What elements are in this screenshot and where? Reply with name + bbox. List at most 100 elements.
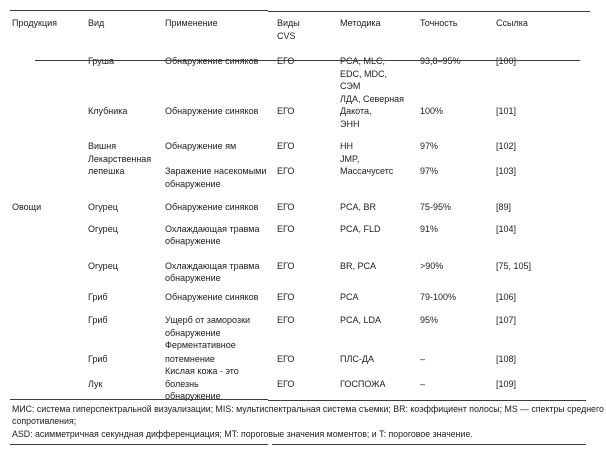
table-row: Гриб потемнение Кислая кожа - это ЕГО ПЛ… (10, 353, 590, 378)
footnote-line-3: ASD: асимметричная секундная дифференциа… (12, 428, 473, 439)
cell-ref: [103] (496, 166, 517, 176)
table-row: Лук болезнь обнаружение ЕГО ГОСПОЖА – [1… (10, 378, 590, 403)
table-row: Гриб Обнаружение синяков ЕГО PCA 79-100%… (10, 291, 590, 315)
abbreviations-footnote: МИС: система гиперспектральной визуализа… (12, 403, 604, 440)
cell-cvs: ЕГО (277, 106, 295, 116)
table-row: Овощи Огурец Обнаружение синяков ЕГО PCA… (10, 201, 590, 223)
cell-accuracy: 95% (420, 315, 439, 325)
cell-method: Массачусетс (340, 166, 394, 176)
cell-kind: Лук (88, 378, 103, 389)
cell-product (10, 260, 86, 291)
cell-product (10, 140, 86, 165)
cell-ref: [109] (496, 378, 517, 389)
cell-accuracy: 97% (420, 141, 439, 151)
cell-application: Ущерб от заморозки обнаружение Ферментат… (165, 315, 251, 350)
header-kind: Вид (88, 18, 105, 28)
header-row: Продукция Вид Применение Виды CVS Методи… (10, 14, 590, 55)
cell-kind: Груша (88, 56, 114, 66)
cell-method: BR, PCA (340, 260, 377, 271)
cell-kind: Вишня Лекарственная (88, 141, 152, 164)
cell-product: Овощи (12, 202, 42, 212)
cell-product (10, 55, 86, 105)
cell-method: PCA, LDA (340, 315, 382, 325)
cell-ref: [101] (496, 106, 517, 116)
cell-application: Обнаружение синяков (165, 56, 259, 66)
header-separator-line (35, 60, 580, 61)
table-top-border-right (268, 11, 590, 12)
footnote-top-border-right (268, 400, 586, 401)
header-application: Применение (165, 18, 218, 28)
cell-ref: [75, 105] (496, 260, 532, 271)
cell-method: Дакота, ЭНН (340, 106, 372, 129)
cell-ref: [89] (496, 202, 512, 212)
table-row: Клубника Обнаружение синяков ЕГО Дакота,… (10, 105, 590, 140)
cell-accuracy: 91% (420, 223, 439, 234)
cell-ref: [102] (496, 141, 517, 151)
cell-accuracy: – (420, 353, 426, 364)
cell-ref: [104] (496, 223, 517, 234)
cell-application: Охлаждающая травма обнаружение (165, 260, 260, 284)
cell-kind: Огурец (88, 260, 118, 271)
cell-kind: Гриб (88, 315, 108, 325)
cell-product (10, 353, 86, 378)
footnote-bottom-border-left (10, 444, 268, 445)
cell-product (10, 105, 86, 140)
cell-application: Охлаждающая травма обнаружение (165, 223, 260, 247)
cell-kind: Гриб (88, 291, 108, 302)
table-row: Гриб Ущерб от заморозки обнаружение Ферм… (10, 314, 590, 353)
header-ref: Ссылка (496, 18, 528, 28)
cell-accuracy: >90% (420, 260, 444, 271)
cell-cvs: ЕГО (277, 291, 295, 302)
cell-product (10, 223, 86, 260)
cell-cvs: ЕГО (277, 260, 295, 271)
cell-cvs: ЕГО (277, 56, 295, 66)
footnote-bottom-border-right (272, 444, 586, 445)
cell-cvs: ЕГО (277, 378, 295, 389)
cell-method: PCA, FLD (340, 223, 381, 234)
cell-kind: Гриб (88, 353, 108, 364)
cell-cvs: ЕГО (277, 315, 295, 325)
table-row: лепешка Заражение насекомыми обнаружение… (10, 165, 590, 201)
cell-application: Заражение насекомыми обнаружение (165, 166, 267, 189)
cell-application: Обнаружение ям (165, 141, 237, 151)
cell-kind: Клубника (88, 106, 128, 116)
cell-application: болезнь обнаружение (165, 378, 221, 402)
cell-accuracy: 93,8–95% (420, 56, 461, 66)
header-method: Методика (340, 18, 381, 28)
cell-method: PCA, MLC, EDC, MDC, СЭМ ЛДА, Северная (340, 56, 405, 104)
footnote-top-border-left (10, 399, 268, 400)
footnote-line-1: МИС: система гиперспектральной визуализа… (12, 404, 604, 414)
cell-cvs: ЕГО (277, 141, 295, 151)
cell-method: PCA (340, 291, 359, 302)
cell-accuracy: – (420, 378, 426, 389)
cell-accuracy: 79-100% (420, 291, 457, 302)
table-row: Груша Обнаружение синяков ЕГО PCA, MLC, … (10, 55, 590, 105)
cell-application: Обнаружение синяков (165, 106, 259, 116)
table-row: Огурец Охлаждающая травма обнаружение ЕГ… (10, 260, 590, 291)
cell-ref: [107] (496, 315, 517, 325)
cell-application: Обнаружение синяков (165, 202, 259, 212)
cell-product (10, 291, 86, 315)
table-row: Вишня Лекарственная Обнаружение ям ЕГО Н… (10, 140, 590, 165)
table-body: Груша Обнаружение синяков ЕГО PCA, MLC, … (10, 55, 590, 403)
cell-ref: [100] (496, 56, 517, 66)
cell-accuracy: 75-95% (420, 202, 452, 212)
table-top-border-left (10, 10, 268, 11)
cell-method: НН JMP, (340, 141, 360, 164)
cell-application: Обнаружение синяков (165, 291, 259, 302)
cell-ref: [106] (496, 291, 517, 302)
cell-cvs: ЕГО (277, 166, 295, 176)
cell-kind: лепешка (88, 166, 125, 176)
cell-product (10, 314, 86, 353)
table-header: Продукция Вид Применение Виды CVS Методи… (10, 14, 590, 55)
table-row: Огурец Охлаждающая травма обнаружение ЕГ… (10, 223, 590, 260)
cell-application: потемнение Кислая кожа - это (165, 353, 239, 377)
cell-accuracy: 97% (420, 166, 439, 176)
results-table: Продукция Вид Применение Виды CVS Методи… (10, 14, 590, 403)
cell-accuracy: 100% (420, 106, 444, 116)
header-product: Продукция (12, 18, 58, 28)
cell-ref: [108] (496, 353, 517, 364)
cell-cvs: ЕГО (277, 202, 295, 212)
cell-product (10, 165, 86, 201)
